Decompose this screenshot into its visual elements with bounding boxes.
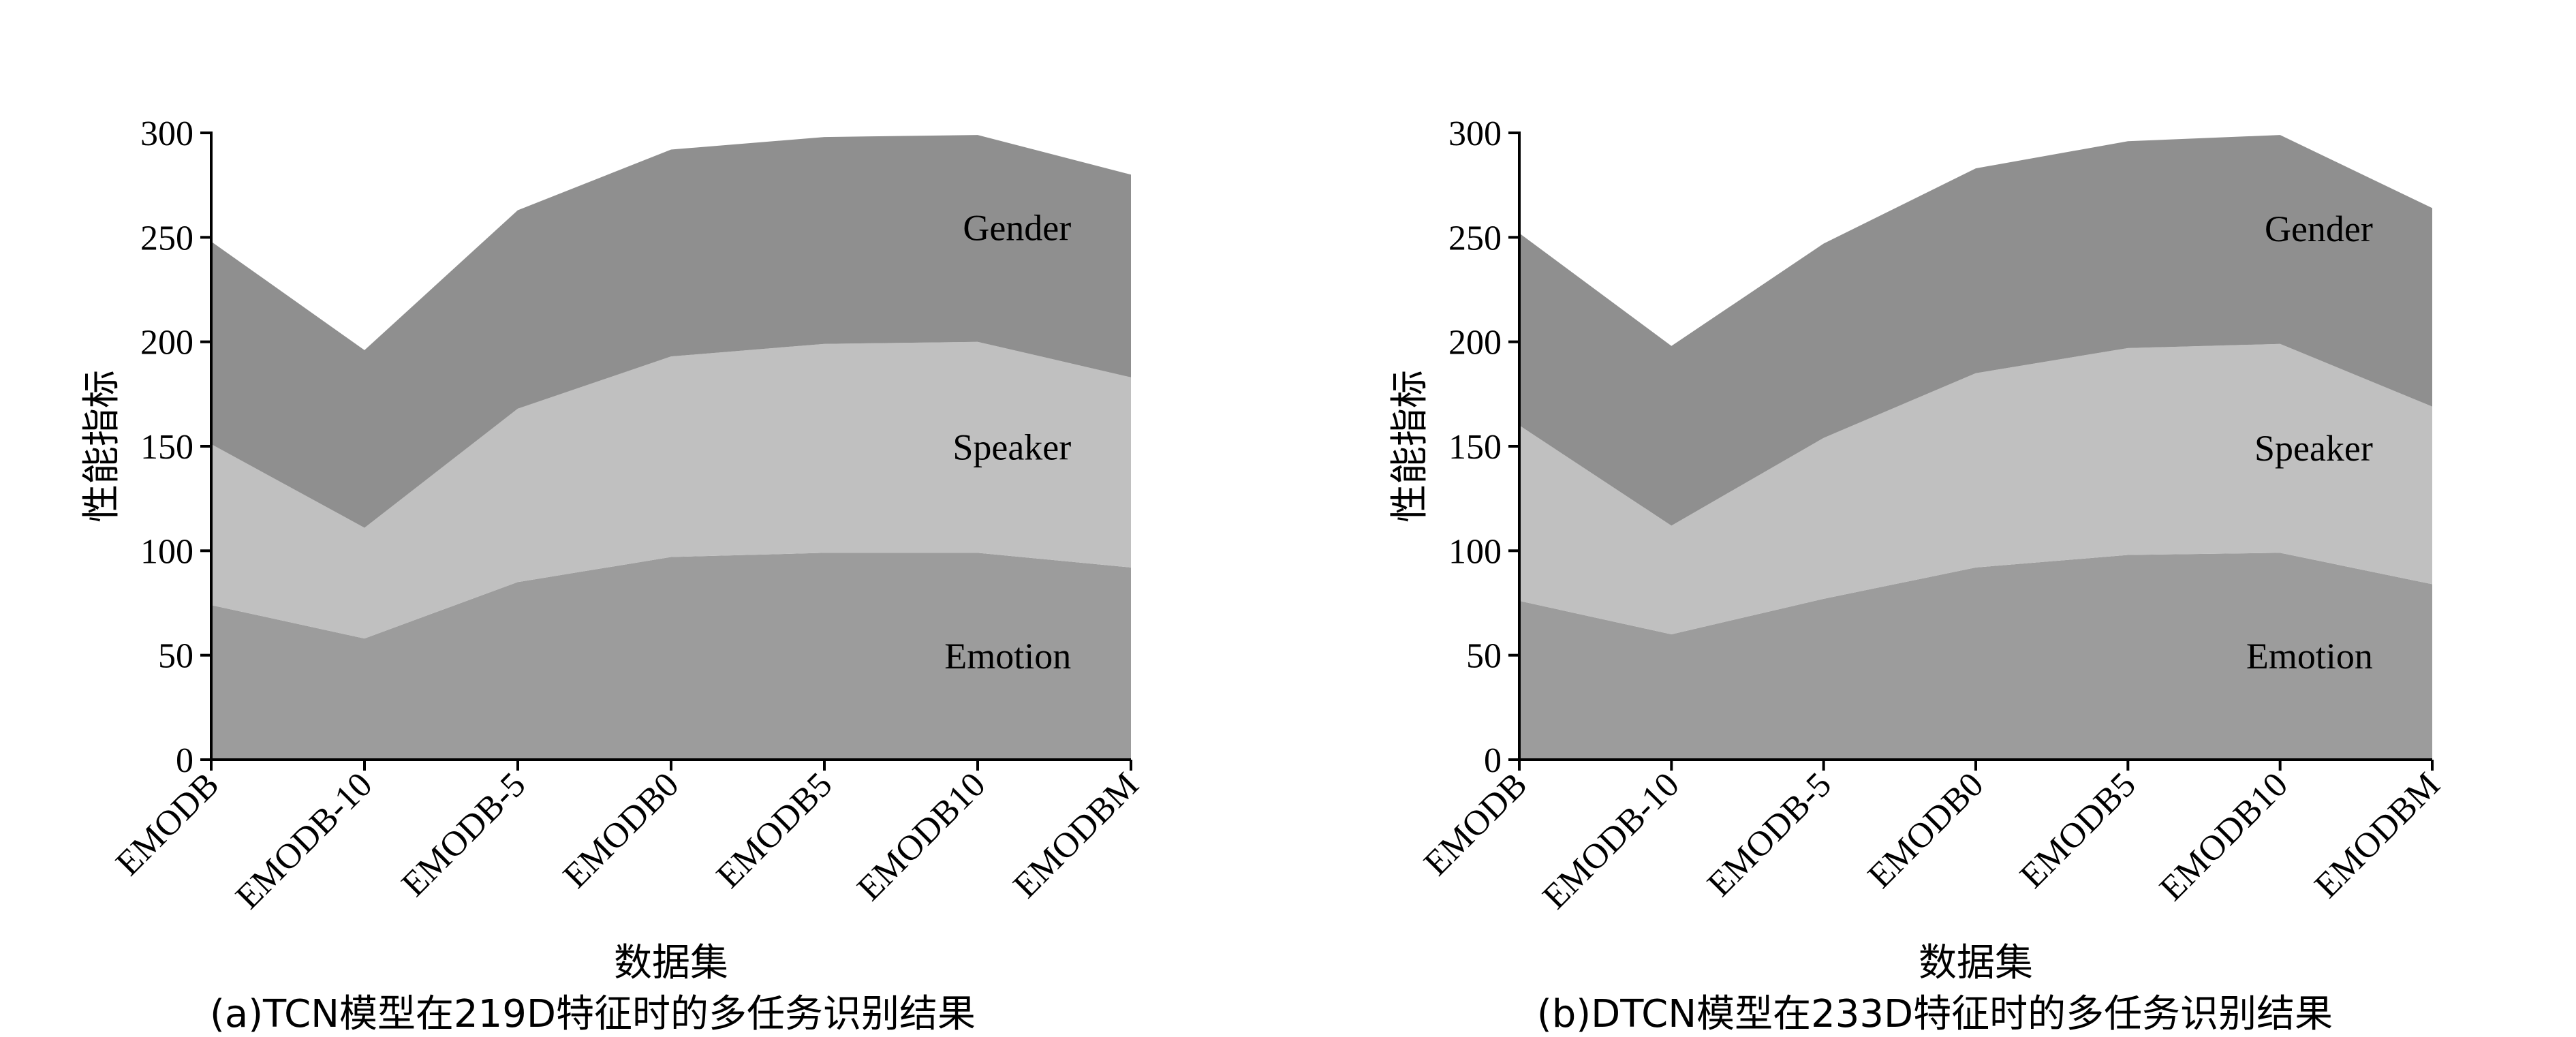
x-tick-label: EMODBM (2308, 765, 2448, 906)
x-tick-label: EMODB5 (709, 765, 839, 895)
y-tick-label: 100 (140, 532, 193, 571)
area-gender (1519, 135, 2432, 526)
x-tick-label: EMODBM (1006, 765, 1147, 906)
y-tick-label: 250 (1448, 219, 1502, 258)
chart-caption: (a)TCN模型在219D特征时的多任务识别结果 (210, 992, 976, 1034)
series-label-gender: Gender (2265, 208, 2373, 249)
y-axis-label: 性能指标 (80, 370, 124, 523)
chart-panel-a: Emotion Speaker Gender 0 50 100 150 200 250 300 EM… (80, 114, 1147, 1036)
chart-caption: (b)DTCN模型在233D特征时的多任务识别结果 (1537, 992, 2333, 1034)
y-tick-label: 0 (1484, 741, 1502, 780)
x-tick-label: EMODB5 (2013, 765, 2143, 895)
series-label-emotion: Emotion (944, 636, 1071, 677)
area-emotion (211, 553, 1131, 760)
y-tick-label: 50 (1466, 637, 1502, 676)
area-gender (211, 135, 1131, 528)
y-tick-label: 150 (1448, 428, 1502, 467)
x-tick-label: EMODB10 (2152, 765, 2295, 908)
series-label-speaker: Speaker (952, 427, 1071, 468)
y-tick-label: 250 (140, 219, 193, 258)
x-tick-label: EMODB0 (556, 765, 686, 895)
y-tick-label: 200 (140, 324, 193, 362)
chart-panel-b: Emotion Speaker Gender 0 50 100 150 200 250 300 EM… (1388, 114, 2448, 1036)
x-tick-label: EMODB-10 (1536, 765, 1687, 916)
y-tick-label: 100 (1448, 532, 1502, 571)
y-tick-label: 200 (1448, 324, 1502, 362)
series-label-emotion: Emotion (2246, 636, 2373, 677)
x-tick-label: EMODB0 (1861, 765, 1991, 895)
y-tick-label: 150 (140, 428, 193, 467)
series-label-gender: Gender (963, 208, 1071, 249)
x-tick-label: EMODB10 (850, 765, 993, 908)
x-tick-label: EMODB (1416, 765, 1534, 883)
y-tick-label: 50 (158, 637, 193, 676)
y-tick-label: 300 (140, 114, 193, 153)
x-tick-label: EMODB-10 (228, 765, 379, 916)
area-speaker (1519, 343, 2432, 634)
x-tick-label: EMODB-5 (394, 765, 533, 904)
x-tick-label: EMODB (108, 765, 226, 883)
y-tick-label: 0 (176, 741, 193, 780)
x-axis-label: 数据集 (614, 941, 728, 985)
x-tick-label: EMODB-5 (1700, 765, 1839, 904)
y-tick-label: 300 (1448, 114, 1502, 153)
y-axis-label: 性能指标 (1388, 370, 1432, 523)
x-axis-label: 数据集 (1919, 941, 2033, 985)
area-emotion (1519, 553, 2432, 760)
series-label-speaker: Speaker (2254, 428, 2373, 469)
area-speaker (211, 341, 1131, 639)
